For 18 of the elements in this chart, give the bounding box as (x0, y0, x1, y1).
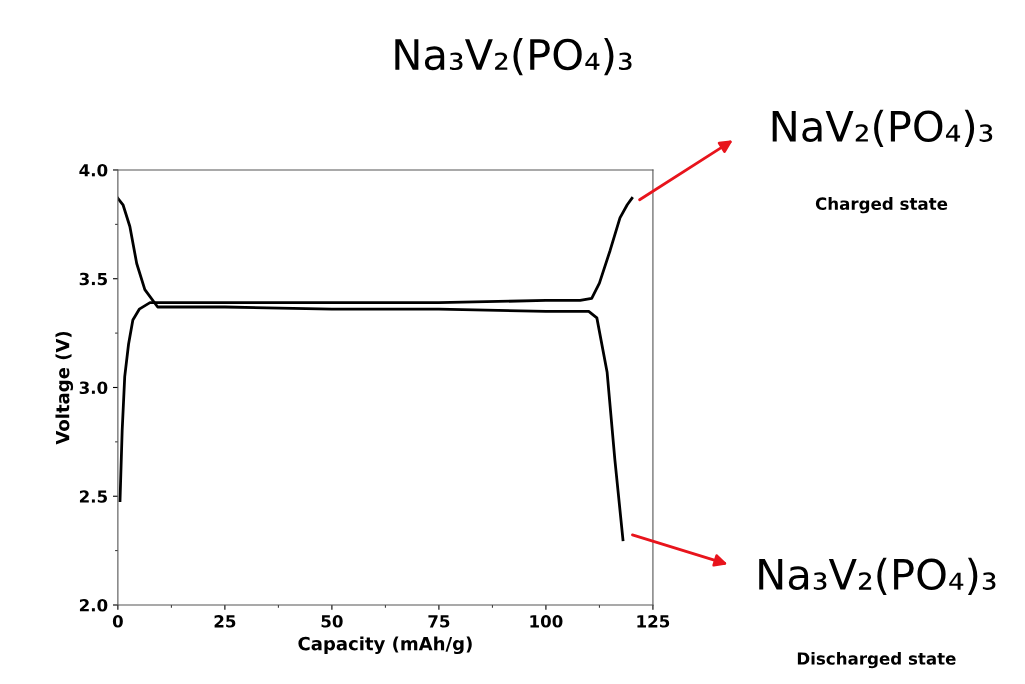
text: Na₃V₂(PO₄)₃ (759, 557, 996, 595)
x-tick-label: 25 (214, 615, 236, 628)
x-tick-label: 125 (637, 615, 670, 628)
y-tick-label: 3.5 (79, 272, 107, 286)
y-axis-title: Voltage (V) (55, 331, 74, 445)
y-tick-label: 2.0 (79, 598, 108, 612)
x-tick-label: 75 (428, 615, 450, 628)
text: Charged state (815, 197, 948, 214)
y-tick-label: 4.0 (79, 163, 108, 177)
text: Discharged state (797, 651, 956, 669)
x-tick-label: 50 (321, 615, 343, 628)
text: NaV₂(PO₄)₃ (772, 109, 993, 147)
x-tick-label: 0 (112, 615, 123, 628)
y-tick-label: 3.0 (79, 381, 108, 395)
chart-title: Na₃V₂(PO₄)₃ (395, 38, 632, 76)
x-axis-title: Capacity (mAh/g) (298, 636, 472, 655)
x-tick-label: 100 (530, 615, 563, 628)
y-tick-label: 2.5 (79, 490, 107, 503)
